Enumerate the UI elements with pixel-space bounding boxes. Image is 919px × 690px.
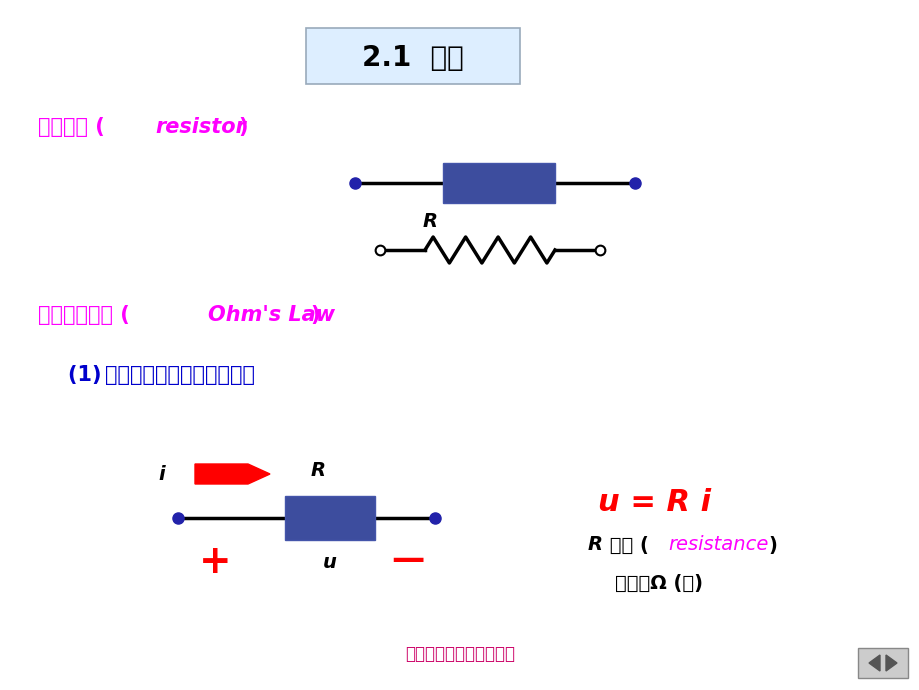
Text: 单位：Ω (欧): 单位：Ω (欧) <box>614 573 702 593</box>
Text: R: R <box>587 535 602 555</box>
Text: 电阻 (: 电阻 ( <box>602 535 648 555</box>
Text: ): ) <box>767 535 776 555</box>
Text: u = R i: u = R i <box>597 488 710 517</box>
Polygon shape <box>868 655 879 671</box>
Text: 清华大学电路原理教学组: 清华大学电路原理教学组 <box>404 645 515 663</box>
Text: Ohm's Law: Ohm's Law <box>208 305 335 325</box>
Text: +: + <box>199 543 231 581</box>
FancyArrow shape <box>195 464 269 484</box>
Bar <box>857 648 907 678</box>
Bar <box>443 163 554 203</box>
Text: 一、电阻 (: 一、电阻 ( <box>38 117 105 137</box>
Polygon shape <box>885 655 896 671</box>
Text: 2.1  电阵: 2.1 电阵 <box>362 44 463 72</box>
FancyBboxPatch shape <box>306 28 519 84</box>
Text: resistor: resistor <box>154 117 245 137</box>
Text: —: — <box>391 544 425 577</box>
Text: (1): (1) <box>68 365 108 385</box>
Text: ): ) <box>310 305 319 325</box>
Text: 二、欧姆定律 (: 二、欧姆定律 ( <box>38 305 130 325</box>
Text: 电压电流采用关联参考方向: 电压电流采用关联参考方向 <box>105 365 255 385</box>
Text: ): ) <box>238 117 247 137</box>
Bar <box>285 496 375 540</box>
Text: u: u <box>323 553 336 573</box>
Text: R: R <box>311 460 325 480</box>
Text: i: i <box>158 464 165 484</box>
Text: resistance: resistance <box>667 535 767 555</box>
Text: R: R <box>422 212 437 231</box>
